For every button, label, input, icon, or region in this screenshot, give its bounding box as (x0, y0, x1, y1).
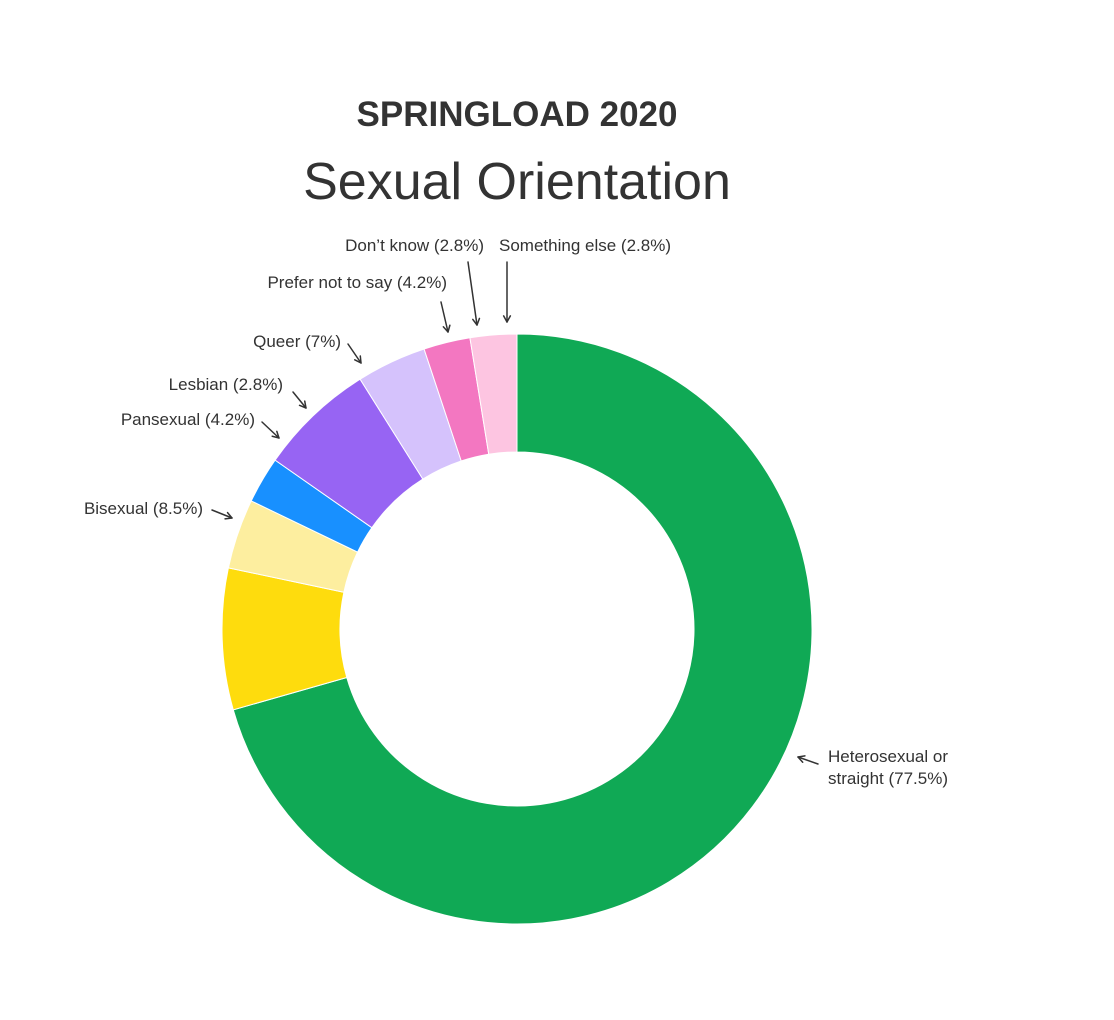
arrow-heterosexual-or-straight (797, 755, 819, 765)
arrow-queer (347, 343, 362, 364)
label-queer: Queer (7%) (253, 332, 341, 351)
label-heterosexual-or-straight: Heterosexual or straight (77.5%) (828, 747, 948, 788)
arrow-pansexual (261, 421, 280, 439)
arrow-lesbian (292, 391, 307, 409)
label-arrows (211, 261, 819, 765)
chart-title: Sexual Orientation (303, 153, 731, 211)
label-pansexual: Pansexual (4.2%) (121, 410, 255, 429)
chart-kicker: SPRINGLOAD 2020 (357, 95, 678, 134)
label-lesbian: Lesbian (2.8%) (169, 375, 283, 394)
arrow-don-t-know (467, 261, 481, 326)
label-don-t-know: Don’t know (2.8%) (345, 236, 484, 255)
arrow-something-else (502, 261, 512, 323)
slice-something-else (469, 333, 518, 455)
slice-heterosexual-or-straight (232, 333, 813, 925)
arrow-prefer-not-to-say (440, 301, 451, 333)
arrow-bisexual (211, 509, 233, 520)
slice-labels: Heterosexual or straight (77.5%) Bisexual … (84, 236, 948, 788)
donut-slices (221, 333, 813, 925)
label-prefer-not-to-say: Prefer not to say (4.2%) (267, 273, 447, 292)
label-bisexual: Bisexual (8.5%) (84, 499, 203, 518)
label-something-else: Something else (2.8%) (499, 236, 671, 255)
